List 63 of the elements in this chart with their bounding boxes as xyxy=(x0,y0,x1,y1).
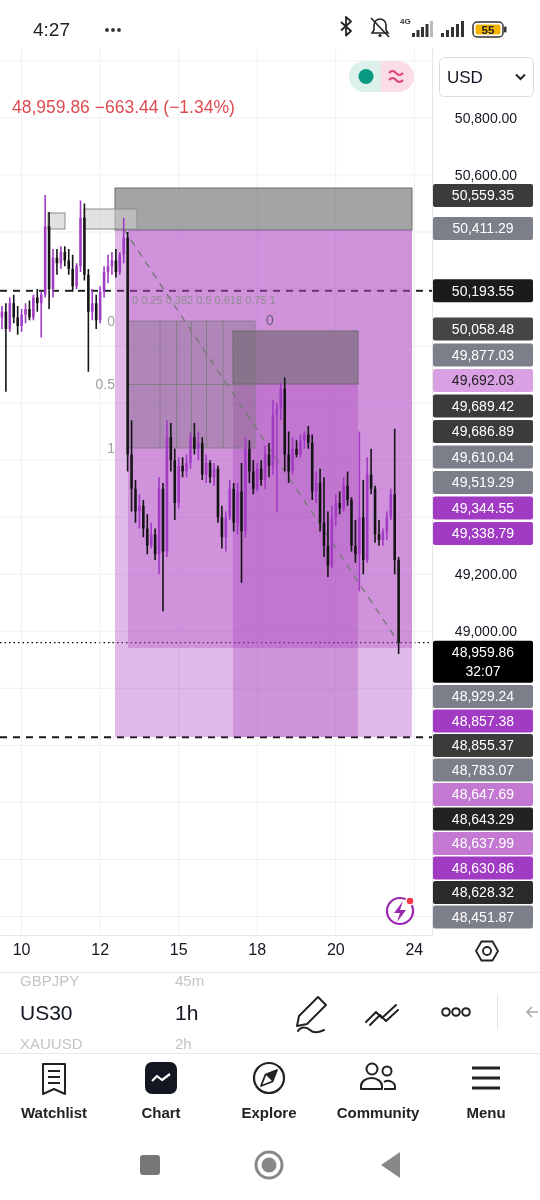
text: 49,519.29 xyxy=(451,474,515,491)
text: 1h xyxy=(175,1001,199,1025)
battery-icon: 55 xyxy=(472,21,507,38)
text: 48,647.69 xyxy=(451,786,515,803)
annotation: 0.5 xyxy=(95,375,116,392)
candlestick xyxy=(149,522,153,549)
x-tick-label: 10 xyxy=(12,941,31,959)
y-tick-label: 49,200.00 xyxy=(454,566,518,583)
x-tick-label: 18 xyxy=(248,941,267,959)
x-tick-label: 20 xyxy=(326,941,345,959)
text: 48,637.99 xyxy=(451,835,515,852)
x-tick-label: 24 xyxy=(405,941,424,959)
text: 48,643.29 xyxy=(451,810,515,827)
text: US30 xyxy=(20,1001,73,1025)
annotation: 0 xyxy=(266,311,274,328)
text: 49,877.03 xyxy=(451,346,515,363)
text: 49,689.42 xyxy=(451,397,515,414)
candlestick xyxy=(275,403,279,512)
text: 48,783.07 xyxy=(451,761,515,778)
text: 48,451.87 xyxy=(451,908,515,925)
annotation: 1 xyxy=(107,439,116,456)
text: 48,857.38 xyxy=(451,712,515,729)
candlestick xyxy=(4,303,8,392)
dropdown: USD xyxy=(439,57,534,97)
text: Community xyxy=(336,1104,420,1122)
text: 48,929.24 xyxy=(451,688,515,705)
annotation: 0 xyxy=(107,312,116,329)
ref-line-label: 50,193.55 xyxy=(451,282,515,299)
annotation: 0 0.25 0.382 0.5 0.618 0.75 1 xyxy=(132,293,276,306)
text: XAUUSD xyxy=(20,1035,83,1053)
text: 50,411.29 xyxy=(452,220,514,237)
text: 48,628.32 xyxy=(451,884,515,901)
text: 50,058.48 xyxy=(451,320,515,337)
x-tick-label: 15 xyxy=(169,941,188,959)
text: 50,559.35 xyxy=(451,187,515,204)
text: 48,630.86 xyxy=(451,859,515,876)
candlestick xyxy=(106,254,110,284)
text: 49,338.79 xyxy=(451,525,515,542)
text: 4:27 xyxy=(33,18,70,40)
y-tick-label: 50,800.00 xyxy=(454,109,518,126)
text: Menu xyxy=(466,1104,506,1122)
text: 49,344.55 xyxy=(451,499,515,516)
candlestick xyxy=(0,306,4,329)
text: 49,692.03 xyxy=(451,372,515,389)
text: 48,959.86 −663.44 (−1.34%) xyxy=(12,97,235,118)
candlestick xyxy=(338,491,342,515)
candlestick xyxy=(55,249,59,275)
text: 2h xyxy=(175,1035,192,1053)
text: GBPJPY xyxy=(20,972,80,990)
text: 48,855.37 xyxy=(451,737,515,754)
y-tick-label: 50,600.00 xyxy=(454,166,518,183)
y-tick-label: 49,000.00 xyxy=(454,623,518,640)
text: 49,610.04 xyxy=(451,448,515,465)
ref-line-label: 48,959.86 32:07 xyxy=(451,644,515,680)
text: Explore xyxy=(241,1104,297,1122)
x-tick-label: 12 xyxy=(91,941,110,959)
candlestick xyxy=(90,289,94,321)
text: 45m xyxy=(175,972,205,990)
candlestick xyxy=(110,251,114,275)
text: Watchlist xyxy=(20,1104,88,1122)
text: Chart xyxy=(141,1104,181,1122)
text: 49,686.89 xyxy=(451,423,515,440)
candlestick xyxy=(377,520,381,546)
